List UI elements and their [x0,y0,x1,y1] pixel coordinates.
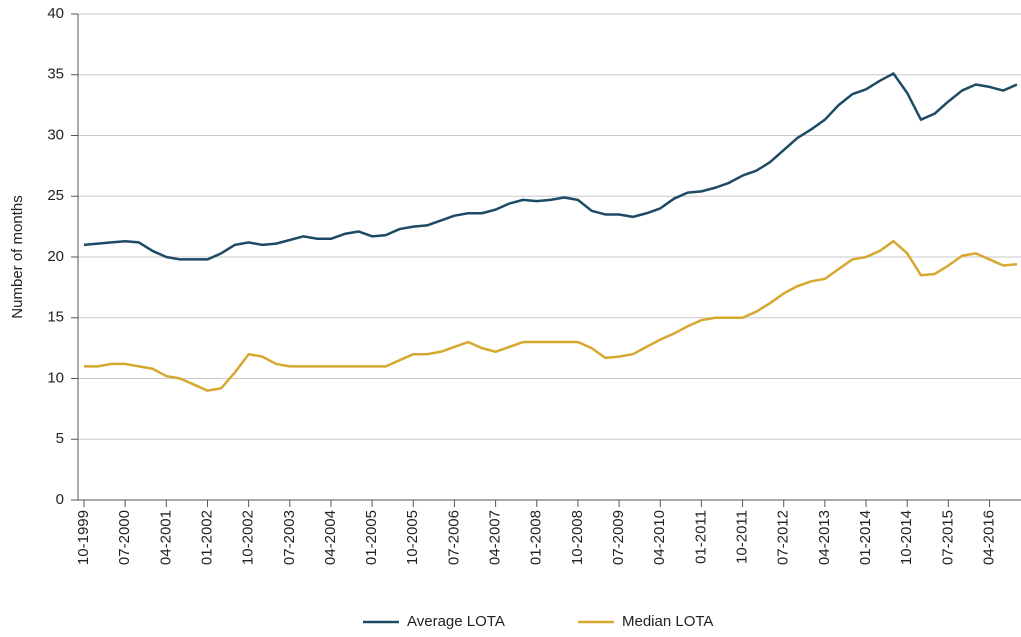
x-tick-label: 10-2011 [734,510,751,564]
x-tick-label: 04-2010 [651,510,668,565]
y-tick-label: 20 [47,248,64,265]
x-tick-label: 10-2005 [404,510,421,565]
y-tick-label: 5 [56,430,64,447]
x-tick-label: 07-2006 [445,510,462,565]
x-tick-label: 04-2016 [980,510,997,565]
x-tick-label: 01-2005 [363,510,380,565]
legend-label: Median LOTA [622,613,713,630]
x-tick-label: 04-2004 [322,510,339,565]
y-tick-label: 30 [47,126,64,143]
x-tick-label: 07-2015 [939,510,956,565]
x-tick-label: 01-2011 [692,510,709,564]
x-tick-label: 10-2008 [569,510,586,565]
y-axis-label: Number of months [9,195,26,318]
y-tick-label: 10 [47,369,64,386]
x-tick-label: 01-2014 [857,510,874,565]
y-tick-label: 40 [47,5,64,22]
x-tick-label: 07-2003 [281,510,298,565]
legend-label: Average LOTA [407,613,505,630]
y-tick-label: 25 [47,187,64,204]
x-tick-label: 10-2014 [898,510,915,565]
x-tick-label: 01-2002 [198,510,215,565]
x-tick-label: 07-2012 [775,510,792,565]
x-tick-label: 10-2002 [240,510,257,565]
x-tick-label: 04-2007 [487,510,504,565]
x-tick-label: 07-2000 [116,510,133,565]
x-tick-label: 01-2008 [528,510,545,565]
y-tick-label: 15 [47,309,64,326]
x-tick-label: 04-2013 [816,510,833,565]
y-tick-label: 35 [47,66,64,83]
x-tick-label: 04-2001 [157,510,174,565]
y-tick-label: 0 [56,491,64,508]
x-tick-label: 10-1999 [75,510,92,565]
series-line [83,72,1018,261]
series-line [84,239,1018,392]
x-tick-label: 07-2009 [610,510,627,565]
